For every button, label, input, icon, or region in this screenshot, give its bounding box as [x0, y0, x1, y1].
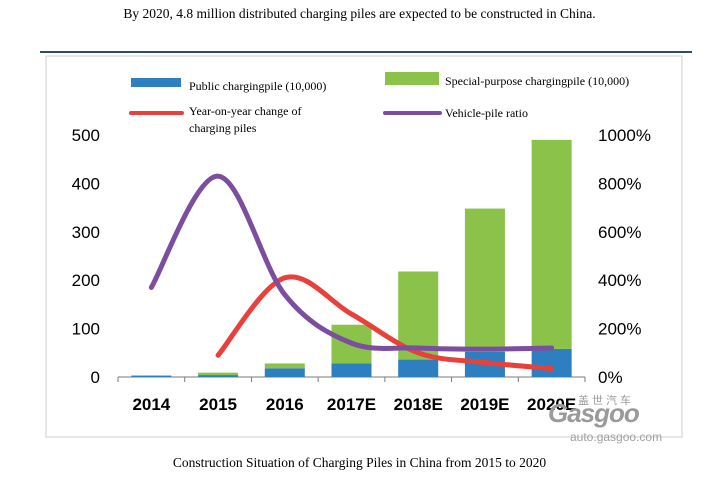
bar-public-2014 — [131, 375, 172, 377]
x-tick-label-2015: 2015 — [199, 395, 237, 414]
y-right-tick-label: 1000% — [598, 126, 651, 145]
x-tick-label-2020E: 2020E — [527, 395, 576, 414]
bar-public-2020E — [531, 348, 572, 377]
x-axis-labels: 2014 2015 2016 2017E 2018E 2019E 2020E — [132, 395, 576, 414]
line-yoy-change — [215, 274, 555, 372]
y-left-tick-label: 0 — [91, 368, 100, 387]
legend-swatch-special — [385, 72, 439, 85]
bars — [131, 139, 572, 377]
y-right-tick-label: 800% — [598, 174, 641, 193]
legend-swatch-public — [131, 78, 181, 87]
bar-public-2017E — [331, 363, 372, 377]
chart-caption: Construction Situation of Charging Piles… — [172, 455, 547, 470]
watermark-url: auto.gasgoo.com — [570, 430, 663, 444]
bar-special-2020E — [531, 139, 572, 349]
legend: Public chargingpile (10,000) Special-pur… — [129, 72, 629, 135]
y-left-tick-label: 100 — [72, 320, 100, 339]
x-tick-label-2016: 2016 — [266, 395, 304, 414]
bar-special-2015 — [198, 372, 239, 376]
legend-label-ratio: Vehicle-pile ratio — [445, 106, 528, 120]
watermark-chinese: 盖世汽车 — [578, 395, 634, 407]
axes: 0 100 200 300 400 500 0% 200% 400% 600% 800% 1000% — [72, 126, 651, 387]
plot-frame — [45, 55, 683, 438]
title-divider — [40, 51, 692, 53]
watermark: 盖世汽车 Gasgoo auto.gasgoo.com — [548, 392, 698, 452]
y-right-tick-label: 400% — [598, 271, 641, 290]
line-vehicle-pile-ratio — [148, 173, 555, 352]
bar-public-2018E — [398, 359, 439, 377]
y-left-tick-label: 300 — [72, 223, 100, 242]
y-right-tick-label: 600% — [598, 223, 641, 242]
y-left-tick-label: 500 — [72, 126, 100, 145]
y-left-tick-label: 400 — [72, 174, 100, 193]
x-tick-label-2017E: 2017E — [327, 395, 376, 414]
x-tick-label-2018E: 2018E — [394, 395, 443, 414]
y-right-tick-label: 0% — [598, 368, 623, 387]
legend-label-yoy-1: Year-on-year change of — [189, 104, 302, 118]
bar-special-2016 — [264, 363, 305, 369]
x-tick-label-2019E: 2019E — [460, 395, 509, 414]
legend-label-public: Public chargingpile (10,000) — [189, 79, 326, 93]
bar-public-2015 — [198, 375, 239, 377]
y-left-tick-label: 200 — [72, 271, 100, 290]
y-right-tick-label: 200% — [598, 320, 641, 339]
bar-special-2019E — [464, 208, 505, 352]
legend-label-yoy-2: charging piles — [189, 121, 257, 135]
lines — [148, 173, 555, 372]
x-tick-label-2014: 2014 — [132, 395, 170, 414]
bar-public-2016 — [264, 368, 305, 377]
legend-label-special: Special-purpose chargingpile (10,000) — [445, 74, 629, 88]
watermark-brand: Gasgoo — [548, 398, 640, 428]
chart-title: By 2020, 4.8 million distributed chargin… — [123, 6, 596, 21]
